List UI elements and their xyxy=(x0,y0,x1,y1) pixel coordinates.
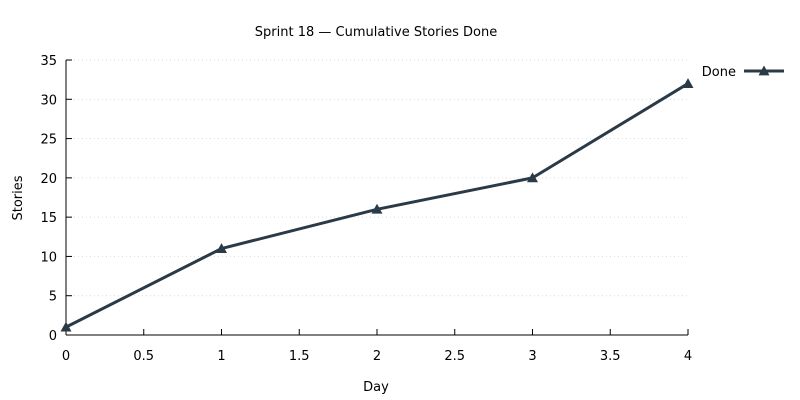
y-tick-label: 0 xyxy=(49,329,57,344)
y-tick-label: 15 xyxy=(40,211,57,226)
data-point xyxy=(60,321,72,332)
y-tick-label: 25 xyxy=(40,133,57,148)
legend-marker-done xyxy=(758,65,770,76)
data-point xyxy=(682,78,694,88)
x-tick-label: 0.5 xyxy=(133,349,154,364)
x-axis-ticks: 0 0.5 1 1.5 2 2.5 3 3.5 4 xyxy=(62,329,692,364)
y-tick-label: 30 xyxy=(40,93,57,108)
y-tick-label: 10 xyxy=(40,250,57,265)
y-axis-title: Stories xyxy=(11,175,26,220)
y-tick-label: 5 xyxy=(49,290,57,305)
y-tick-label: 20 xyxy=(40,172,57,187)
y-axis-ticks: 0 5 10 15 20 25 30 35 xyxy=(40,54,72,344)
chart-title: Sprint 18 — Cumulative Stories Done xyxy=(255,25,497,40)
x-tick-label: 4 xyxy=(684,349,692,364)
data-point xyxy=(216,243,227,253)
legend-label-done: Done xyxy=(702,65,736,80)
x-axis-title: Day xyxy=(363,380,389,395)
x-tick-label: 1 xyxy=(217,349,225,364)
legend: Done xyxy=(702,65,784,80)
data-point xyxy=(371,203,383,214)
series-group xyxy=(60,78,694,332)
x-tick-label: 0 xyxy=(62,349,70,364)
x-tick-label: 2.5 xyxy=(444,349,465,364)
x-tick-label: 2 xyxy=(373,349,381,364)
axes xyxy=(65,60,688,336)
y-tick-label: 35 xyxy=(40,54,57,69)
x-tick-label: 3.5 xyxy=(600,349,621,364)
data-point xyxy=(527,172,538,183)
x-tick-label: 3 xyxy=(528,349,536,364)
grid-lines xyxy=(66,59,688,297)
x-tick-label: 1.5 xyxy=(289,349,310,364)
